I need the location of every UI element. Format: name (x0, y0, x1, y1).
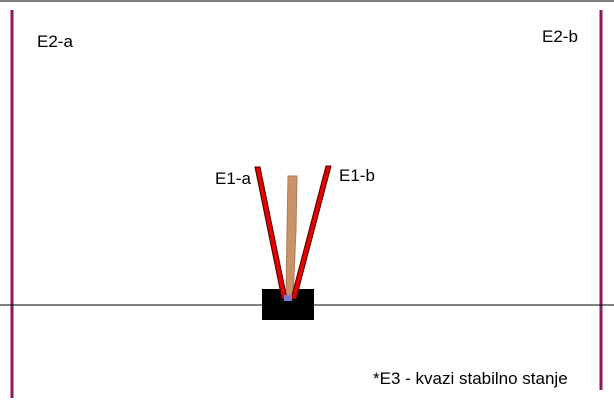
caption-note: *E3 - kvazi stabilno stanje (373, 369, 568, 388)
limit-arm-e1a (254, 166, 288, 300)
limit-arm-e1b (290, 165, 332, 300)
pendulum-rod (285, 175, 298, 299)
label-e1a: E1-a (215, 169, 251, 188)
pivot (284, 295, 292, 301)
label-e2a: E2-a (37, 32, 73, 51)
label-e2b: E2-b (542, 27, 578, 46)
label-e1b: E1-b (339, 166, 375, 185)
